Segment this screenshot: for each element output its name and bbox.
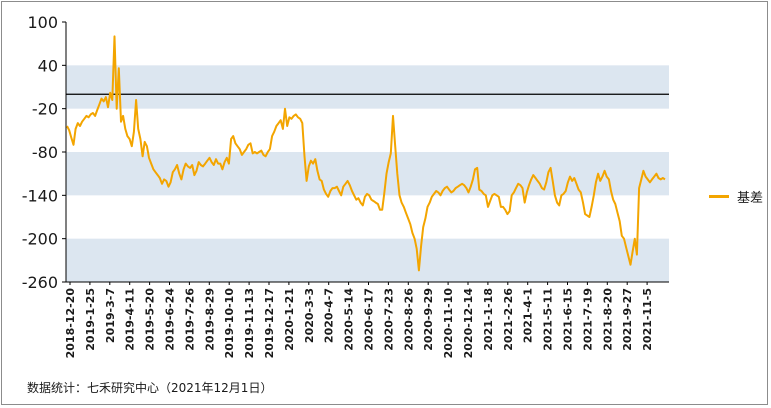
x-tick-label: 2020-6-17 bbox=[363, 288, 376, 351]
shaded-band-0 bbox=[66, 65, 669, 109]
x-tick-label: 2020-11-10 bbox=[442, 288, 455, 359]
x-tick-label: 2021-11-5 bbox=[641, 288, 654, 351]
x-tick-label: 2020-5-14 bbox=[343, 288, 356, 351]
source-note: 数据统计：七禾研究中心（2021年12月1日） bbox=[27, 381, 273, 395]
x-tick-label: 2021-4-1 bbox=[522, 288, 535, 343]
x-tick-label: 2019-5-20 bbox=[144, 288, 157, 351]
x-tick-label: 2019-1-25 bbox=[84, 288, 97, 351]
x-tick-label: 2020-9-29 bbox=[422, 288, 435, 351]
y-tick-label: -20 bbox=[32, 100, 58, 119]
legend-label: 基差 bbox=[737, 191, 764, 206]
x-tick-label: 2020-7-23 bbox=[382, 288, 395, 351]
x-tick-label: 2021-1-18 bbox=[482, 288, 495, 351]
legend-swatch bbox=[709, 195, 729, 198]
x-tick-label: 2020-4-7 bbox=[323, 288, 336, 343]
x-tick-label: 2019-11-13 bbox=[243, 288, 256, 358]
x-tick-label: 2019-12-17 bbox=[263, 288, 276, 358]
x-tick-label: 2018-12-20 bbox=[64, 288, 77, 359]
x-tick-label: 2021-6-15 bbox=[562, 288, 575, 351]
x-tick-label: 2020-12-14 bbox=[462, 288, 475, 359]
x-tick-label: 2021-5-11 bbox=[542, 288, 555, 351]
x-tick-label: 2019-10-10 bbox=[223, 288, 236, 359]
x-tick-label: 2021-8-20 bbox=[601, 288, 614, 351]
x-tick-label: 2021-2-26 bbox=[502, 288, 515, 351]
y-tick-label: -260 bbox=[22, 273, 58, 292]
x-tick-label: 2021-9-27 bbox=[621, 288, 634, 351]
y-tick-label: -80 bbox=[32, 143, 58, 162]
y-tick-label: -200 bbox=[22, 230, 58, 249]
x-tick-label: 2019-4-11 bbox=[124, 288, 137, 351]
x-tick-label: 2019-3-7 bbox=[104, 288, 117, 343]
series-line-jicha bbox=[66, 35, 666, 272]
x-tick-label: 2021-7-19 bbox=[581, 288, 594, 351]
x-tick-label: 2020-8-26 bbox=[402, 288, 415, 351]
shaded-band-2 bbox=[66, 238, 669, 282]
x-tick-label: 2020-3-3 bbox=[303, 288, 316, 343]
legend: 基差 bbox=[709, 187, 763, 206]
shaded-band-1 bbox=[66, 152, 669, 196]
x-tick-label: 2019-6-24 bbox=[164, 288, 177, 351]
y-tick-label: 100 bbox=[27, 13, 58, 32]
y-tick-label: -140 bbox=[22, 186, 58, 205]
x-tick-label: 2020-1-21 bbox=[283, 288, 296, 351]
y-tick-label: 40 bbox=[38, 56, 58, 75]
x-tick-label: 2019-8-29 bbox=[203, 288, 216, 351]
x-tick-label: 2019-7-26 bbox=[183, 288, 196, 351]
